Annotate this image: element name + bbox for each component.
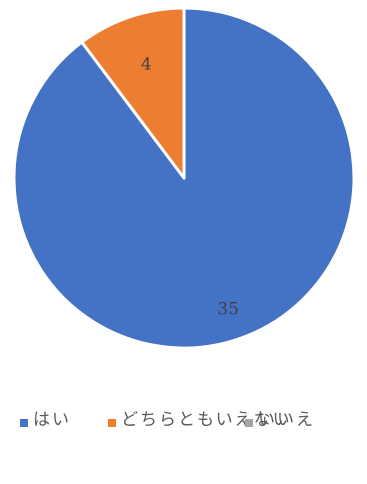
data-label-hai: 35 — [217, 300, 239, 320]
legend-item-dochiratomo: どちらともいえない — [108, 410, 290, 437]
legend-swatch-iie — [245, 419, 253, 427]
pie-chart-svg: 35 4 — [12, 6, 356, 350]
legend-swatch-dochiratomo — [108, 419, 116, 427]
legend-label-iie: いいえ — [258, 410, 315, 430]
legend-item-hai: はい — [20, 410, 71, 437]
legend-swatch-hai — [20, 419, 28, 427]
legend-label-dochiratomo: どちらともいえない — [121, 410, 292, 430]
legend-label-hai: はい — [33, 410, 71, 430]
data-label-dochiratomo: 4 — [141, 55, 152, 75]
pie-slice-dochiratomo — [80, 6, 186, 180]
legend-item-iie: いいえ — [245, 410, 315, 437]
